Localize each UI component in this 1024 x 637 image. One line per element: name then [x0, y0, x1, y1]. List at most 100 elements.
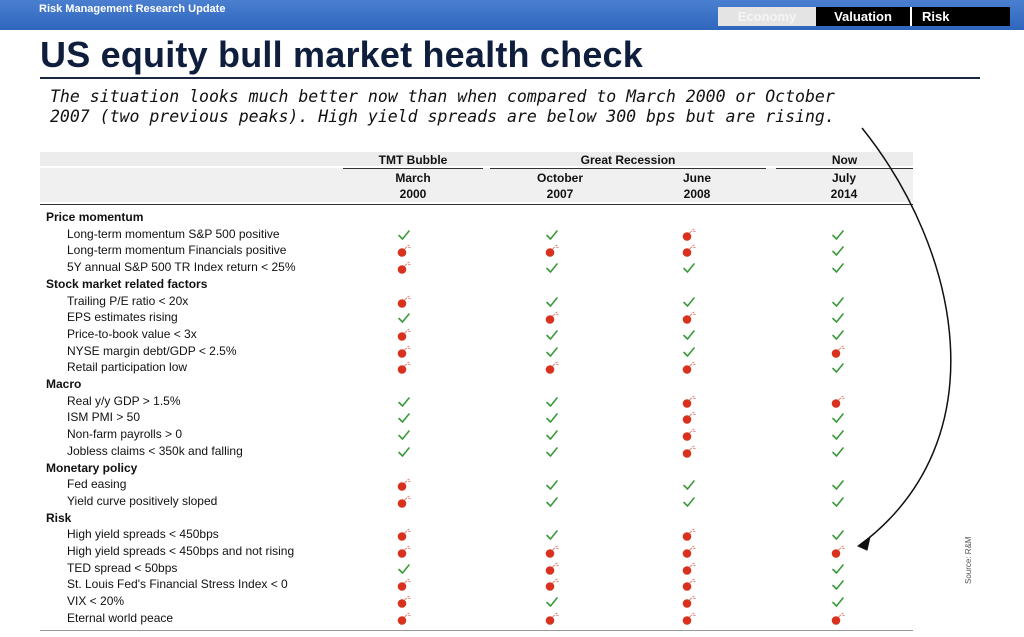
criterion-label: Long-term momentum S&P 500 positive	[67, 226, 280, 241]
bomb-icon	[682, 411, 696, 425]
bomb-icon	[682, 228, 696, 241]
criterion-label: St. Louis Fed's Financial Stress Index <…	[67, 577, 288, 592]
tab-valuation[interactable]: Valuation	[816, 7, 912, 26]
check-icon	[832, 330, 844, 340]
check-icon	[398, 446, 410, 457]
bomb-icon	[545, 612, 559, 625]
group-underline-tmt	[343, 168, 483, 169]
criterion-label: Real y/y GDP > 1.5%	[67, 393, 181, 408]
criterion-label: Retail participation low	[67, 360, 188, 375]
col-month-4: July	[831, 171, 856, 185]
bomb-icon	[831, 545, 845, 558]
criterion-label: Non-farm payrolls > 0	[67, 427, 183, 442]
check-icon	[398, 229, 410, 240]
check-icon	[832, 597, 844, 607]
bomb-icon	[397, 495, 411, 508]
criterion-label: Price-to-book value < 3x	[67, 326, 197, 341]
check-icon	[398, 313, 410, 323]
header-divider	[40, 204, 913, 205]
note-line-2: 2007 (two previous peaks). High yield sp…	[50, 107, 835, 126]
bottom-divider	[40, 630, 913, 631]
bomb-icon	[682, 545, 696, 558]
column-header-band	[40, 168, 913, 202]
bomb-icon	[682, 395, 696, 408]
bomb-icon	[397, 595, 411, 608]
check-icon	[832, 263, 844, 273]
bomb-icon	[682, 612, 696, 625]
bomb-icon	[682, 578, 696, 592]
criterion-label: TED spread < 50bps	[67, 560, 178, 575]
title-divider	[40, 77, 980, 79]
criterion-label: Jobless claims < 350k and falling	[67, 443, 243, 458]
criterion-label: High yield spreads < 450bps	[67, 527, 219, 542]
page-title: US equity bull market health check	[40, 34, 643, 75]
check-icon	[546, 330, 558, 340]
check-icon	[832, 430, 844, 440]
check-icon	[546, 229, 558, 240]
group-underline-recession	[490, 168, 766, 169]
check-icon	[832, 480, 844, 490]
criterion-label: ISM PMI > 50	[67, 410, 141, 425]
bomb-icon	[545, 244, 559, 258]
bomb-icon	[397, 528, 411, 542]
bomb-icon	[397, 612, 411, 625]
check-icon	[546, 396, 558, 407]
source-note: Source: R&M	[964, 536, 973, 584]
bomb-icon	[397, 361, 411, 375]
check-icon	[546, 530, 558, 541]
arrow-head	[857, 535, 871, 551]
group-underline-now	[776, 168, 913, 169]
check-icon	[683, 346, 695, 357]
check-icon	[683, 296, 695, 307]
bomb-icon	[397, 328, 411, 341]
check-icon	[832, 563, 844, 574]
criterion-label: EPS estimates rising	[67, 310, 178, 325]
tab-economy[interactable]: Economy	[718, 7, 816, 26]
report-name: Risk Management Research Update	[39, 3, 226, 15]
check-icon	[832, 446, 844, 457]
bomb-icon	[682, 445, 696, 458]
check-icon	[832, 229, 844, 240]
check-icon	[832, 413, 844, 424]
check-icon	[832, 580, 844, 591]
check-icon	[832, 246, 844, 257]
check-icon	[398, 563, 410, 574]
bomb-icon	[545, 361, 559, 375]
col-year-2: 2007	[546, 187, 574, 201]
section-heading: Macro	[46, 377, 82, 391]
check-icon	[546, 263, 558, 273]
col-year-1: 2000	[399, 187, 427, 201]
check-icon	[832, 313, 844, 323]
section-heading: Stock market related factors	[46, 276, 208, 291]
check-icon	[546, 296, 558, 307]
group-great-recession: Great Recession	[580, 153, 676, 167]
col-year-4: 2014	[830, 187, 858, 201]
bomb-icon	[682, 311, 696, 324]
section-heading: Price momentum	[46, 210, 144, 224]
bomb-icon	[397, 295, 411, 308]
check-icon	[546, 413, 558, 424]
criterion-label: High yield spreads < 450bps and not risi…	[67, 544, 295, 558]
bomb-icon	[545, 562, 559, 575]
bomb-icon	[397, 261, 411, 274]
check-icon	[832, 530, 844, 541]
bomb-icon	[397, 545, 411, 558]
section-tabs: Economy Valuation Risk	[718, 7, 1010, 26]
check-icon	[398, 413, 410, 424]
bomb-icon	[831, 345, 845, 358]
check-icon	[546, 430, 558, 440]
check-icon	[546, 597, 558, 607]
section-heading: Monetary policy	[46, 460, 138, 475]
criterion-label: VIX < 20%	[67, 594, 125, 609]
bomb-icon	[682, 244, 696, 258]
check-icon	[832, 363, 844, 374]
criterion-label: Yield curve positively sloped	[67, 493, 218, 508]
tab-risk[interactable]: Risk	[912, 7, 1010, 26]
handwritten-note: The situation looks much better now than…	[50, 87, 970, 127]
criterion-label: NYSE margin debt/GDP < 2.5%	[67, 343, 237, 358]
bomb-icon	[397, 578, 411, 592]
criterion-label: Fed easing	[67, 477, 127, 492]
check-icon	[546, 480, 558, 490]
criterion-label: Eternal world peace	[67, 610, 174, 625]
note-line-1: The situation looks much better now than…	[50, 87, 835, 106]
